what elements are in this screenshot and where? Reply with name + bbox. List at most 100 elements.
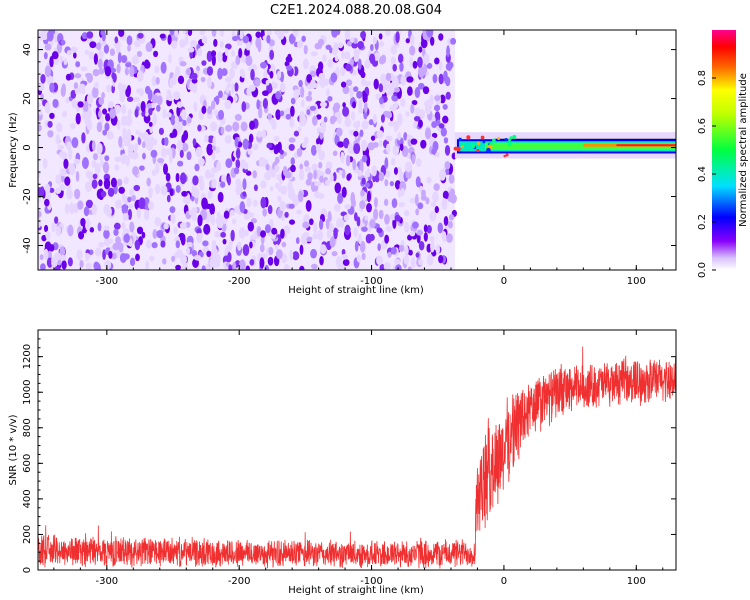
- spectrogram-noise-blob: [55, 174, 60, 184]
- spectrogram-noise-blob: [370, 135, 376, 141]
- spectrogram-noise-blob: [372, 113, 377, 125]
- spectrogram-noise-blob: [442, 235, 447, 243]
- spectrogram-noise-blob: [165, 172, 171, 182]
- spectrogram-noise-blob: [239, 30, 244, 40]
- spectrogram-noise-blob: [111, 72, 116, 80]
- spectrogram-noise-blob: [228, 264, 233, 270]
- spectrogram-noise-blob: [44, 65, 51, 78]
- spectrogram-noise-blob: [407, 234, 413, 241]
- spectrogram-noise-blob: [242, 138, 249, 150]
- spectrogram-band-speckle: [507, 141, 512, 147]
- spectrogram-noise-blob: [277, 30, 285, 40]
- spectrogram-noise-blob: [66, 184, 72, 192]
- spectrogram-noise-blob: [395, 264, 402, 270]
- spectrogram-noise-blob: [114, 164, 120, 171]
- spectrogram-noise-blob: [217, 191, 224, 203]
- spectrogram-noise-blob: [98, 96, 105, 106]
- spectrogram-noise-blob: [192, 258, 199, 268]
- spectrogram-noise-blob: [150, 149, 158, 158]
- spectrogram-noise-blob: [269, 186, 274, 192]
- spectrogram-noise-blob: [319, 175, 324, 183]
- spectrogram-noise-blob: [105, 206, 112, 218]
- spectrogram-x-tick-label: -300: [95, 276, 118, 287]
- spectrogram-noise-blob: [420, 139, 427, 149]
- spectrogram-noise-blob: [415, 176, 421, 188]
- spectrogram-noise-blob: [179, 61, 187, 67]
- spectrogram-noise-blob: [250, 68, 255, 81]
- spectrogram-noise-blob: [118, 186, 125, 194]
- spectrogram-noise-blob: [196, 232, 203, 244]
- spectrogram-noise-blob: [345, 154, 351, 167]
- spectrogram-band-speckle: [470, 144, 476, 149]
- spectrogram-noise-blob: [92, 152, 99, 161]
- spectrogram-noise-blob: [91, 203, 98, 216]
- spectrogram-noise-blob: [225, 158, 233, 169]
- spectrogram-noise-blob: [326, 88, 330, 97]
- spectrogram-noise-blob: [191, 207, 198, 214]
- spectrogram-noise-blob: [148, 121, 153, 127]
- spectrogram-noise-blob: [337, 192, 344, 204]
- spectrogram-noise-blob: [426, 246, 431, 253]
- spectrogram-noise-blob: [337, 42, 344, 49]
- spectrogram-noise-blob: [438, 61, 443, 71]
- spectrogram-noise-blob: [380, 73, 387, 84]
- spectrogram-noise-blob: [147, 201, 155, 210]
- spectrogram-noise-blob: [247, 221, 254, 232]
- spectrogram-noise-blob: [156, 229, 164, 239]
- spectrogram-noise-blob: [78, 83, 86, 92]
- spectrogram-noise-blob: [227, 251, 232, 263]
- spectrogram-noise-blob: [293, 130, 300, 137]
- spectrogram-noise-blob: [103, 44, 110, 54]
- spectrogram-noise-blob: [113, 222, 121, 230]
- spectrogram-noise-blob: [176, 101, 183, 108]
- spectrogram-noise-blob: [283, 263, 290, 270]
- spectrogram-noise-blob: [395, 121, 400, 131]
- spectrogram-noise-blob: [269, 49, 275, 60]
- spectrogram-noise-blob: [217, 67, 223, 80]
- spectrogram-noise-blob: [378, 139, 383, 147]
- spectrogram-noise-blob: [271, 119, 277, 130]
- spectrogram-noise-blob: [117, 52, 122, 64]
- spectrogram-noise-blob: [211, 178, 217, 189]
- spectrogram-noise-blob: [357, 40, 364, 50]
- spectrogram-noise-blob: [46, 30, 54, 42]
- spectrogram-noise-blob: [316, 114, 322, 120]
- spectrogram-noise-blob: [111, 252, 117, 260]
- spectrogram-noise-blob: [51, 257, 56, 264]
- spectrogram-noise-blob: [299, 265, 305, 270]
- spectrogram-noise-blob: [332, 150, 338, 157]
- spectrogram-noise-blob: [232, 261, 237, 270]
- spectrogram-noise-blob: [296, 209, 302, 215]
- spectrogram-band-speckle: [505, 153, 509, 157]
- spectrogram-noise-blob: [40, 74, 46, 84]
- spectrogram-noise-blob: [416, 229, 423, 236]
- spectrogram-noise-blob: [92, 68, 100, 76]
- spectrogram-noise-blob: [274, 156, 280, 164]
- spectrogram-noise-blob: [232, 121, 240, 132]
- spectrogram-noise-blob: [191, 72, 198, 80]
- spectrogram-noise-blob: [318, 79, 325, 87]
- spectrogram-noise-blob: [365, 233, 372, 244]
- spectrogram-noise-blob: [426, 224, 432, 234]
- spectrogram-noise-blob: [409, 56, 414, 68]
- spectrogram-noise-blob: [259, 257, 265, 269]
- spectrogram-noise-blob: [242, 178, 247, 190]
- spectrogram-noise-blob: [344, 224, 351, 236]
- spectrogram-noise-blob: [160, 61, 167, 74]
- spectrogram-noise-blob: [106, 131, 114, 140]
- spectrogram-noise-blob: [85, 170, 92, 179]
- spectrogram-noise-blob: [55, 187, 62, 194]
- spectrogram-noise-blob: [312, 222, 318, 234]
- spectrogram-noise-blob: [372, 36, 377, 45]
- colorbar-tick-label: 0.2: [697, 214, 708, 230]
- spectrogram-noise-blob: [38, 108, 43, 116]
- spectrogram-noise-blob: [180, 109, 187, 120]
- spectrogram-noise-blob: [292, 30, 299, 37]
- spectrogram-noise-blob: [443, 70, 448, 82]
- spectrogram-band-peak: [484, 142, 676, 150]
- spectrogram-noise-blob: [213, 96, 220, 103]
- spectrogram-noise-blob: [343, 214, 349, 222]
- spectrogram-noise-blob: [360, 189, 365, 197]
- spectrogram-noise-blob: [189, 39, 198, 49]
- snr-x-tick-label: -300: [95, 576, 118, 587]
